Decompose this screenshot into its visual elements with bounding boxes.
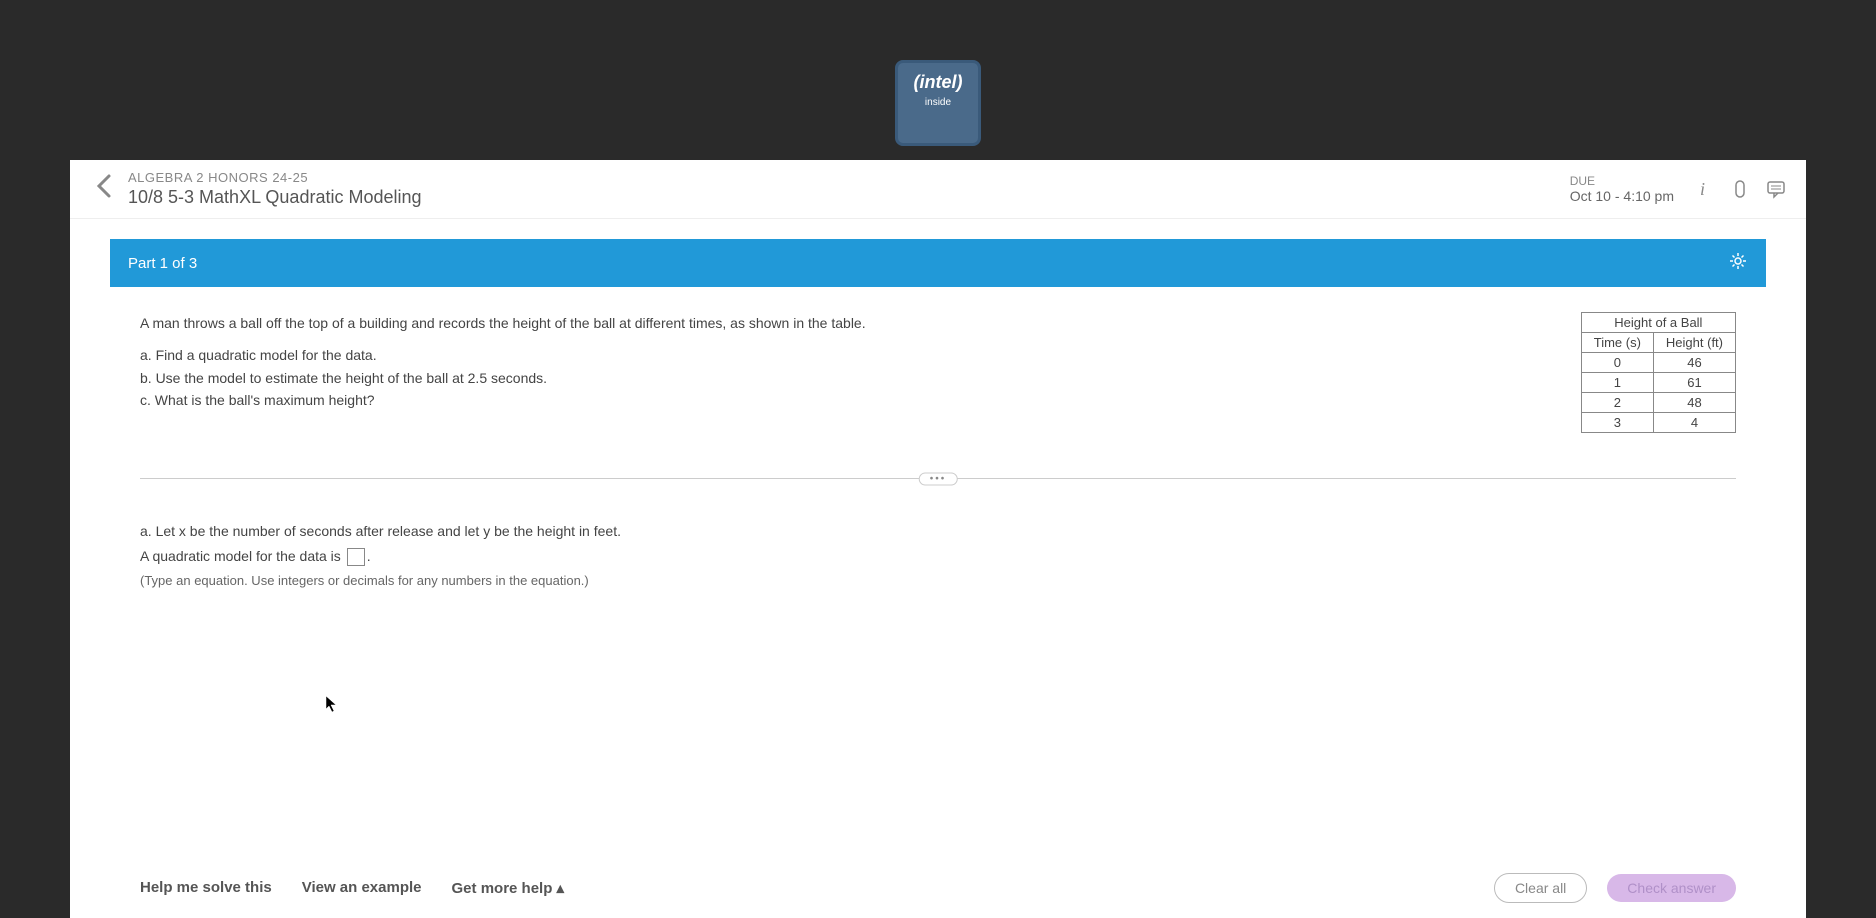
content-area: Part 1 of 3 A man throws a ball off the …	[70, 219, 1806, 613]
table-row: 34	[1581, 413, 1735, 433]
question-part-a: a. Find a quadratic model for the data.	[140, 344, 1541, 366]
bottom-bar: Help me solve this View an example Get m…	[110, 858, 1766, 918]
assignment-name: 10/8 5-3 MathXL Quadratic Modeling	[128, 187, 1570, 208]
answer-hint: (Type an equation. Use integers or decim…	[140, 569, 1736, 592]
part-bar: Part 1 of 3	[110, 239, 1766, 287]
header-icons: i	[1694, 179, 1786, 199]
help-me-solve-link[interactable]: Help me solve this	[140, 879, 272, 897]
table-row: 046	[1581, 353, 1735, 373]
laptop-bezel: (intel) inside ALGEBRA 2 HONORS 24-25 10…	[0, 0, 1876, 918]
app-screen: ALGEBRA 2 HONORS 24-25 10/8 5-3 MathXL Q…	[70, 160, 1806, 918]
question-text: A man throws a ball off the top of a bui…	[140, 312, 1541, 433]
table-col-height: Height (ft)	[1653, 333, 1735, 353]
due-date: Oct 10 - 4:10 pm	[1570, 188, 1674, 204]
svg-text:i: i	[1700, 179, 1705, 199]
due-label: DUE	[1570, 174, 1674, 188]
data-table: Height of a Ball Time (s) Height (ft) 04…	[1581, 312, 1736, 433]
question-part-b: b. Use the model to estimate the height …	[140, 367, 1541, 389]
question-part-c: c. What is the ball's maximum height?	[140, 389, 1541, 411]
model-suffix: .	[367, 548, 371, 564]
check-answer-button[interactable]: Check answer	[1607, 874, 1736, 902]
divider-wrap: •••	[110, 478, 1766, 479]
equation-input[interactable]	[347, 548, 365, 566]
table-col-time: Time (s)	[1581, 333, 1653, 353]
comment-icon[interactable]	[1766, 179, 1786, 199]
question-parts: a. Find a quadratic model for the data. …	[140, 344, 1541, 411]
view-example-link[interactable]: View an example	[302, 879, 422, 897]
gear-icon[interactable]	[1728, 251, 1748, 275]
due-block: DUE Oct 10 - 4:10 pm	[1570, 174, 1674, 204]
table-title: Height of a Ball	[1581, 313, 1735, 333]
table-row: 248	[1581, 393, 1735, 413]
get-more-help-link[interactable]: Get more help ▴	[452, 879, 565, 897]
header: ALGEBRA 2 HONORS 24-25 10/8 5-3 MathXL Q…	[70, 160, 1806, 219]
cursor-icon	[325, 695, 339, 718]
intel-badge: (intel) inside	[898, 72, 978, 108]
expand-dots-icon[interactable]: •••	[919, 472, 958, 485]
question-body: A man throws a ball off the top of a bui…	[110, 287, 1766, 458]
header-titles: ALGEBRA 2 HONORS 24-25 10/8 5-3 MathXL Q…	[128, 170, 1570, 208]
part-label: Part 1 of 3	[128, 255, 197, 272]
answer-prompt-a: a. Let x be the number of seconds after …	[140, 519, 1736, 544]
attachment-icon[interactable]	[1732, 179, 1748, 199]
back-button[interactable]	[80, 172, 128, 207]
data-table-wrap: Height of a Ball Time (s) Height (ft) 04…	[1581, 312, 1736, 433]
model-prefix: A quadratic model for the data is	[140, 548, 345, 564]
clear-all-button[interactable]: Clear all	[1494, 873, 1587, 903]
dropdown-caret-icon: ▴	[557, 880, 565, 897]
answer-model-line: A quadratic model for the data is .	[140, 544, 1736, 569]
question-intro: A man throws a ball off the top of a bui…	[140, 312, 1541, 334]
intel-sub: inside	[898, 97, 978, 108]
help-links: Help me solve this View an example Get m…	[140, 879, 564, 897]
answer-area: a. Let x be the number of seconds after …	[110, 499, 1766, 613]
table-row: 161	[1581, 373, 1735, 393]
intel-brand: (intel)	[914, 72, 963, 92]
bottom-right: Clear all Check answer	[1494, 873, 1736, 903]
info-icon[interactable]: i	[1694, 179, 1714, 199]
course-name: ALGEBRA 2 HONORS 24-25	[128, 170, 1570, 185]
